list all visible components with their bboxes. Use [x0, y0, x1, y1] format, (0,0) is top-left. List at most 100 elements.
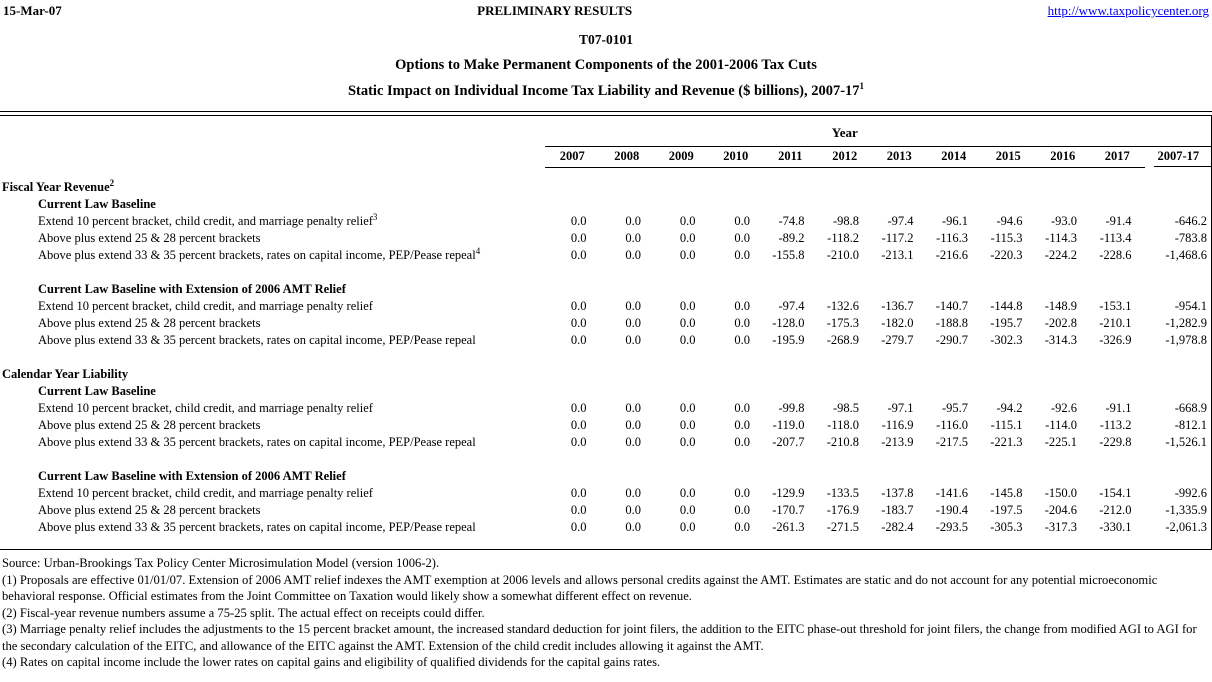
value-cell: -217.5 — [935, 435, 968, 449]
spacer-row — [0, 451, 1212, 468]
year-column-header-2010: 2010 — [708, 145, 763, 168]
value-cell: -132.6 — [826, 299, 859, 313]
value-cell: 0.0 — [734, 486, 750, 500]
value-cell: 0.0 — [734, 418, 750, 432]
year-column-header-2008: 2008 — [599, 145, 654, 168]
value-cell: -213.1 — [881, 248, 914, 262]
value-cell: 0.0 — [679, 231, 696, 245]
total-value-cell: -646.2 — [1174, 214, 1208, 228]
value-cell: -148.9 — [1044, 299, 1077, 313]
row-label: Extend 10 percent bracket, child credit,… — [38, 299, 373, 313]
year-column-header-2015: 2015 — [981, 145, 1036, 168]
footnotes-block: Source: Urban-Brookings Tax Policy Cente… — [0, 549, 1212, 671]
value-cell: -93.0 — [1050, 214, 1077, 228]
value-cell: 0.0 — [570, 248, 587, 262]
value-cell: 0.0 — [679, 520, 696, 534]
table-region: Year 2007 2008 2009 2010 2011 2012 2013 2014 201… — [0, 116, 1212, 549]
footnote-marker: 3 — [372, 213, 378, 222]
section-heading-row: Calendar Year Liability — [0, 366, 1212, 383]
value-cell: -140.7 — [935, 299, 968, 313]
table-row: Above plus extend 33 & 35 percent bracke… — [0, 434, 1212, 451]
value-cell: -202.8 — [1044, 316, 1077, 330]
value-cell: -95.7 — [941, 401, 968, 415]
spacer-cell — [0, 349, 1212, 366]
year-group-spacer — [1145, 116, 1212, 146]
spacer-cell — [0, 167, 1212, 179]
value-cell: -190.4 — [935, 503, 968, 517]
value-cell: 0.0 — [734, 248, 750, 262]
section-heading: Calendar Year Liability — [2, 367, 129, 381]
group-subheading: Current Law Baseline — [38, 197, 156, 211]
value-cell: -89.2 — [778, 231, 805, 245]
value-cell: -98.5 — [832, 401, 859, 415]
footnote-1: (1) Proposals are effective 01/01/07. Ex… — [2, 572, 1158, 604]
value-cell: 0.0 — [570, 299, 587, 313]
value-cell: -330.1 — [1099, 520, 1132, 534]
footnote-marker: 4 — [475, 247, 481, 256]
value-cell: -117.2 — [881, 231, 914, 245]
value-cell: 0.0 — [625, 435, 641, 449]
group-subheading-row: Current Law Baseline with Extension of 2… — [0, 281, 1212, 298]
row-label: Extend 10 percent bracket, child credit,… — [38, 486, 373, 500]
value-cell: -195.9 — [772, 333, 805, 347]
tax-impact-table: Year 2007 2008 2009 2010 2011 2012 2013 2014 201… — [0, 116, 1212, 549]
value-cell: -91.4 — [1105, 214, 1132, 228]
value-cell: -74.8 — [778, 214, 805, 228]
spacer-row — [0, 264, 1212, 281]
value-cell: -98.8 — [832, 214, 859, 228]
value-cell: -188.8 — [935, 316, 968, 330]
value-cell: 0.0 — [679, 316, 696, 330]
taxpolicycenter-link[interactable]: http://www.taxpolicycenter.org — [1047, 3, 1209, 18]
value-cell: -225.1 — [1044, 435, 1077, 449]
year-column-header-2009: 2009 — [654, 145, 709, 168]
value-cell: -118.2 — [827, 231, 859, 245]
value-cell: -279.7 — [881, 333, 914, 347]
table-row: Extend 10 percent bracket, child credit,… — [0, 298, 1212, 315]
value-cell: -293.5 — [935, 520, 968, 534]
value-cell: -128.0 — [772, 316, 805, 330]
value-cell: -326.9 — [1099, 333, 1132, 347]
value-cell: -175.3 — [826, 316, 859, 330]
value-cell: 0.0 — [570, 486, 587, 500]
value-cell: -97.4 — [887, 214, 914, 228]
value-cell: 0.0 — [679, 333, 696, 347]
total-value-cell: -2,061.3 — [1165, 520, 1208, 534]
title-footnote-marker: 1 — [859, 81, 865, 92]
table-row: Above plus extend 25 & 28 percent bracke… — [0, 502, 1212, 519]
value-cell: -183.7 — [881, 503, 914, 517]
title-block: T07-0101 Options to Make Permanent Compo… — [0, 32, 1212, 100]
table-row: Extend 10 percent bracket, child credit,… — [0, 213, 1212, 230]
value-cell: 0.0 — [625, 401, 641, 415]
value-cell: 0.0 — [734, 520, 750, 534]
value-cell: -212.0 — [1099, 503, 1132, 517]
year-column-header-2012: 2012 — [817, 145, 872, 168]
value-cell: -154.1 — [1099, 486, 1132, 500]
row-label: Above plus extend 33 & 35 percent bracke… — [38, 435, 476, 449]
value-cell: 0.0 — [625, 299, 641, 313]
value-cell: 0.0 — [570, 214, 587, 228]
value-cell: -302.3 — [990, 333, 1023, 347]
value-cell: 0.0 — [679, 401, 696, 415]
year-column-header-2014: 2014 — [926, 145, 981, 168]
value-cell: -137.8 — [881, 486, 914, 500]
value-cell: 0.0 — [625, 333, 641, 347]
date-stamp: 15-Mar-07 — [3, 3, 62, 18]
top-bar: 15-Mar-07 PRELIMINARY RESULTS http://www… — [0, 0, 1212, 18]
year-column-header-2017: 2017 — [1090, 145, 1145, 168]
value-cell: 0.0 — [734, 435, 750, 449]
total-value-cell: -1,468.6 — [1165, 248, 1208, 262]
value-cell: -224.2 — [1044, 248, 1077, 262]
value-cell: 0.0 — [734, 299, 750, 313]
table-row: Above plus extend 33 & 35 percent bracke… — [0, 247, 1212, 264]
value-cell: 0.0 — [734, 333, 750, 347]
value-cell: -115.1 — [990, 418, 1023, 432]
value-cell: -210.0 — [826, 248, 859, 262]
spacer-cell — [0, 264, 1212, 281]
value-cell: 0.0 — [679, 435, 696, 449]
year-group-label: Year — [831, 124, 858, 140]
value-cell: -197.5 — [990, 503, 1023, 517]
value-cell: -144.8 — [990, 299, 1023, 313]
years-header-row: 2007 2008 2009 2010 2011 2012 2013 2014 2015 2016… — [0, 145, 1212, 168]
year-group-row: Year — [0, 116, 1212, 146]
value-cell: -182.0 — [881, 316, 914, 330]
